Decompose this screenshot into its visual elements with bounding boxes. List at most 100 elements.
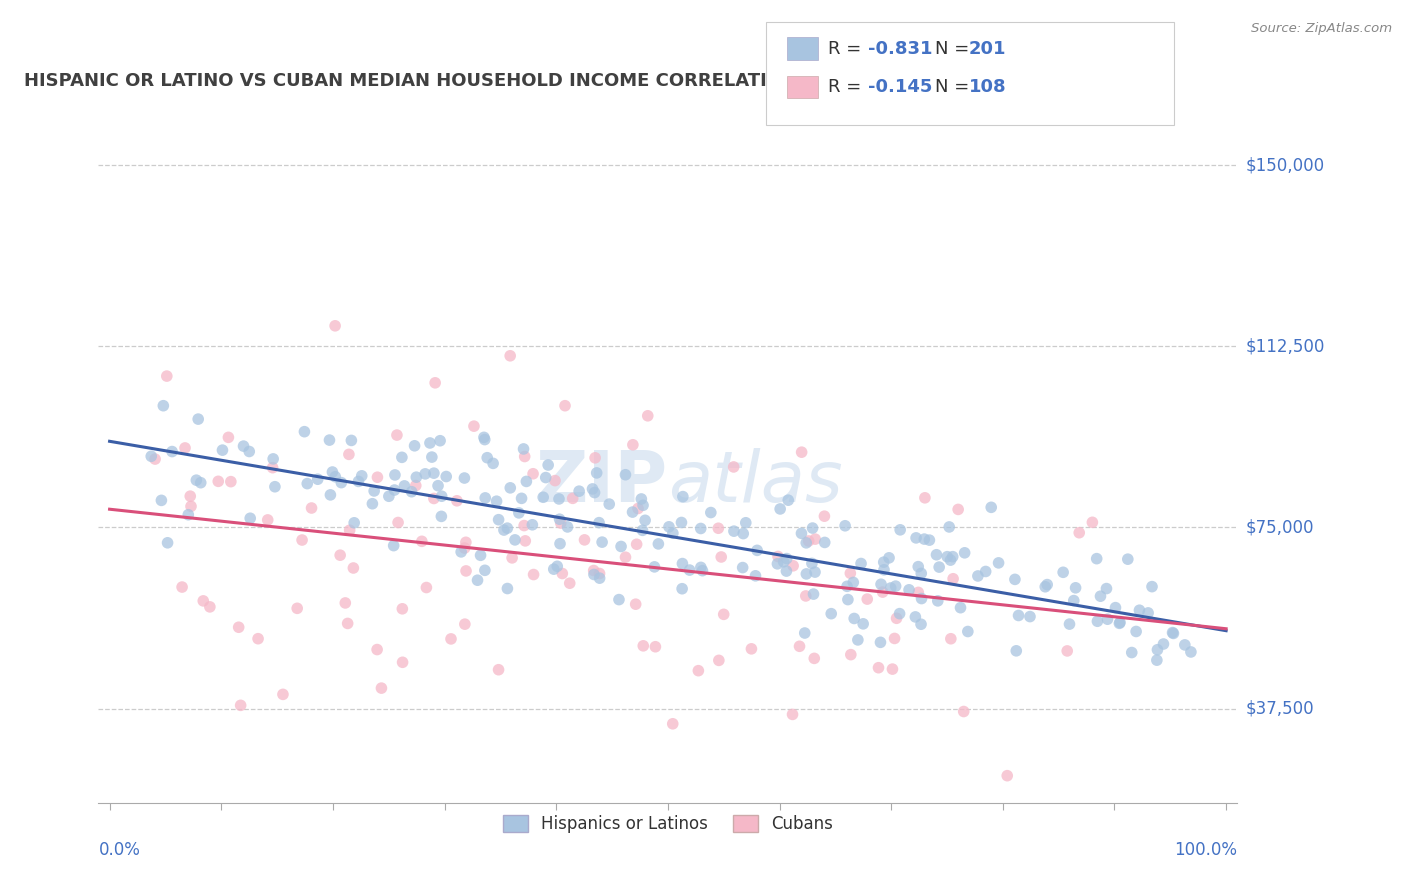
Point: [778, 493, 800, 508]
Point: [1128, 603, 1150, 617]
Point: [928, 560, 950, 574]
Point: [323, 469, 346, 483]
Point: [883, 632, 905, 646]
Point: [582, 564, 605, 578]
Point: [789, 640, 811, 654]
Point: [394, 479, 416, 493]
Point: [1019, 609, 1042, 624]
Point: [634, 513, 657, 527]
Point: [914, 491, 936, 505]
Point: [846, 632, 869, 647]
Point: [1005, 644, 1028, 658]
Point: [889, 607, 911, 621]
Point: [264, 480, 287, 494]
Point: [554, 399, 576, 413]
Point: [515, 533, 537, 548]
Point: [678, 563, 700, 577]
Point: [688, 664, 710, 678]
Text: N =: N =: [935, 40, 974, 58]
Point: [987, 556, 1010, 570]
Point: [551, 566, 574, 581]
Point: [927, 594, 949, 608]
Point: [472, 430, 495, 444]
Point: [882, 662, 904, 676]
Point: [187, 412, 209, 426]
Point: [294, 425, 316, 439]
Point: [558, 576, 581, 591]
Point: [413, 467, 436, 481]
Point: [370, 681, 392, 695]
Point: [1140, 580, 1163, 594]
Point: [522, 517, 544, 532]
Point: [1174, 638, 1197, 652]
Point: [626, 537, 648, 551]
Point: [156, 369, 179, 384]
Point: [980, 500, 1002, 515]
Point: [291, 533, 314, 547]
Point: [952, 705, 974, 719]
Point: [323, 318, 346, 333]
Point: [217, 430, 239, 444]
Point: [339, 523, 361, 537]
Point: [1056, 644, 1078, 658]
Point: [429, 434, 451, 448]
Legend: Hispanics or Latinos, Cubans: Hispanics or Latinos, Cubans: [489, 802, 846, 847]
Text: Source: ZipAtlas.com: Source: ZipAtlas.com: [1251, 22, 1392, 36]
Point: [782, 707, 804, 722]
Point: [624, 597, 647, 611]
Point: [474, 433, 496, 447]
Point: [430, 509, 453, 524]
Point: [499, 349, 522, 363]
Point: [454, 535, 477, 549]
Point: [238, 444, 260, 458]
Point: [180, 500, 202, 514]
Point: [607, 592, 630, 607]
Point: [621, 438, 644, 452]
Point: [247, 632, 270, 646]
Point: [898, 582, 921, 597]
Point: [384, 467, 406, 482]
Point: [1109, 615, 1132, 630]
Text: -0.145: -0.145: [868, 78, 932, 96]
Text: ZIP: ZIP: [536, 449, 668, 517]
Point: [186, 473, 208, 487]
Point: [548, 491, 571, 506]
Point: [707, 521, 730, 535]
Point: [804, 532, 827, 546]
Point: [329, 548, 352, 562]
Point: [995, 769, 1018, 783]
Point: [361, 497, 384, 511]
Point: [427, 479, 450, 493]
Point: [1033, 580, 1056, 594]
Point: [513, 450, 536, 464]
Point: [877, 550, 900, 565]
Point: [1108, 616, 1130, 631]
Point: [150, 493, 173, 508]
Point: [470, 549, 492, 563]
Point: [522, 567, 544, 582]
Point: [747, 543, 769, 558]
Point: [804, 565, 827, 579]
Text: $75,000: $75,000: [1246, 518, 1315, 536]
Point: [582, 567, 605, 582]
Point: [307, 472, 329, 486]
Point: [938, 520, 960, 534]
Point: [477, 450, 499, 465]
Point: [588, 516, 610, 530]
Point: [942, 549, 965, 564]
Point: [598, 497, 620, 511]
Point: [835, 579, 858, 593]
Text: $37,500: $37,500: [1246, 699, 1315, 717]
Point: [834, 518, 856, 533]
Text: 108: 108: [969, 78, 1007, 96]
Point: [946, 502, 969, 516]
Point: [319, 488, 342, 502]
Point: [793, 626, 815, 640]
Text: atlas: atlas: [668, 449, 842, 517]
Point: [1069, 525, 1091, 540]
Point: [949, 600, 972, 615]
Text: -0.831: -0.831: [868, 40, 932, 58]
Text: $150,000: $150,000: [1246, 156, 1324, 174]
Text: N =: N =: [935, 78, 974, 96]
Point: [796, 566, 818, 581]
